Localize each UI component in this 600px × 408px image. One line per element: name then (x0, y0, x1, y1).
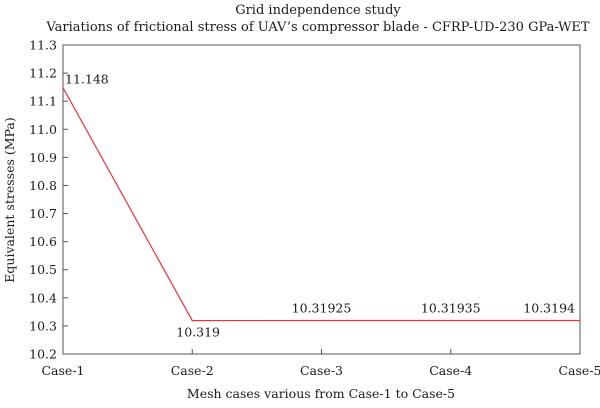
data-point (62, 87, 64, 89)
data-point (450, 319, 452, 322)
x-axis-label: Mesh cases various from Case-1 to Case-5 (187, 386, 455, 401)
data-label: 11.148 (65, 72, 109, 87)
y-tick-label: 11.3 (29, 38, 57, 53)
x-tick-label: Case-4 (429, 363, 472, 378)
y-tick-label: 10.8 (29, 178, 57, 193)
y-tick-label: 10.4 (29, 290, 57, 305)
y-tick-label: 10.6 (29, 234, 57, 249)
data-point (320, 319, 323, 322)
y-tick-label: 10.3 (29, 318, 57, 333)
y-tick-label: 10.2 (29, 347, 57, 362)
y-axis-label: Equivalent stresses (MPa) (2, 117, 17, 282)
x-tick-label: Case-3 (300, 363, 343, 378)
x-axis: Case-1 Case-2 Case-3 Case-4 Case-5 (41, 349, 600, 378)
y-tick-label: 10.7 (29, 206, 57, 221)
data-labels: 11.148 10.319 10.31925 10.31935 10.3194 (65, 72, 575, 340)
y-tick-label: 10.9 (29, 150, 57, 165)
data-label: 10.31935 (421, 300, 481, 315)
data-label: 10.319 (176, 325, 220, 340)
data-point (579, 319, 581, 322)
y-tick-label: 10.5 (29, 262, 57, 277)
x-tick-label: Case-2 (171, 363, 214, 378)
data-label: 10.3194 (523, 300, 575, 315)
chart-title: Grid independence study (235, 3, 401, 18)
series-line (62, 87, 580, 322)
series-layer (62, 87, 581, 322)
y-tick-label: 11.0 (29, 122, 57, 137)
chart-subtitle: Variations of frictional stress of UAV’s… (45, 20, 590, 35)
y-tick-label: 11.1 (29, 94, 57, 109)
y-axis: 10.2 10.3 10.4 10.5 10.6 10.7 10.8 10.9 11.0 11.1… (29, 38, 68, 362)
x-tick-label: Case-5 (558, 363, 600, 378)
x-tick-label: Case-1 (41, 363, 84, 378)
y-tick-label: 11.2 (29, 66, 57, 81)
data-label: 10.31925 (292, 301, 352, 316)
data-point (191, 319, 193, 322)
